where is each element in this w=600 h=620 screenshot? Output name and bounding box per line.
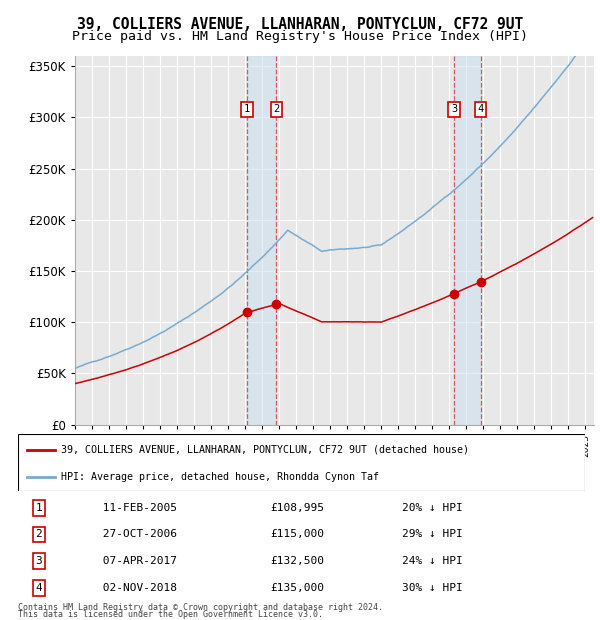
Text: 1: 1 xyxy=(244,104,250,114)
Text: 39, COLLIERS AVENUE, LLANHARAN, PONTYCLUN, CF72 9UT (detached house): 39, COLLIERS AVENUE, LLANHARAN, PONTYCLU… xyxy=(61,445,469,455)
Text: 07-APR-2017: 07-APR-2017 xyxy=(96,556,177,566)
Text: £132,500: £132,500 xyxy=(270,556,324,566)
Text: 2: 2 xyxy=(273,104,280,114)
Text: 20% ↓ HPI: 20% ↓ HPI xyxy=(402,503,463,513)
Text: Price paid vs. HM Land Registry's House Price Index (HPI): Price paid vs. HM Land Registry's House … xyxy=(72,30,528,43)
FancyBboxPatch shape xyxy=(18,434,585,491)
Text: 29% ↓ HPI: 29% ↓ HPI xyxy=(402,529,463,539)
Text: 02-NOV-2018: 02-NOV-2018 xyxy=(96,583,177,593)
Text: 4: 4 xyxy=(478,104,484,114)
Text: 30% ↓ HPI: 30% ↓ HPI xyxy=(402,583,463,593)
Bar xyxy=(454,56,481,425)
Text: 2: 2 xyxy=(35,529,43,539)
Text: 4: 4 xyxy=(35,583,43,593)
Text: 27-OCT-2006: 27-OCT-2006 xyxy=(96,529,177,539)
Text: £115,000: £115,000 xyxy=(270,529,324,539)
Text: 24% ↓ HPI: 24% ↓ HPI xyxy=(402,556,463,566)
Text: 3: 3 xyxy=(451,104,457,114)
Text: 11-FEB-2005: 11-FEB-2005 xyxy=(96,503,177,513)
Text: 1: 1 xyxy=(35,503,43,513)
Text: This data is licensed under the Open Government Licence v3.0.: This data is licensed under the Open Gov… xyxy=(18,610,323,619)
Bar xyxy=(247,56,277,425)
Text: 39, COLLIERS AVENUE, LLANHARAN, PONTYCLUN, CF72 9UT: 39, COLLIERS AVENUE, LLANHARAN, PONTYCLU… xyxy=(77,17,523,32)
Text: £135,000: £135,000 xyxy=(270,583,324,593)
Text: Contains HM Land Registry data © Crown copyright and database right 2024.: Contains HM Land Registry data © Crown c… xyxy=(18,603,383,612)
Text: £108,995: £108,995 xyxy=(270,503,324,513)
Text: HPI: Average price, detached house, Rhondda Cynon Taf: HPI: Average price, detached house, Rhon… xyxy=(61,472,379,482)
Text: 3: 3 xyxy=(35,556,43,566)
